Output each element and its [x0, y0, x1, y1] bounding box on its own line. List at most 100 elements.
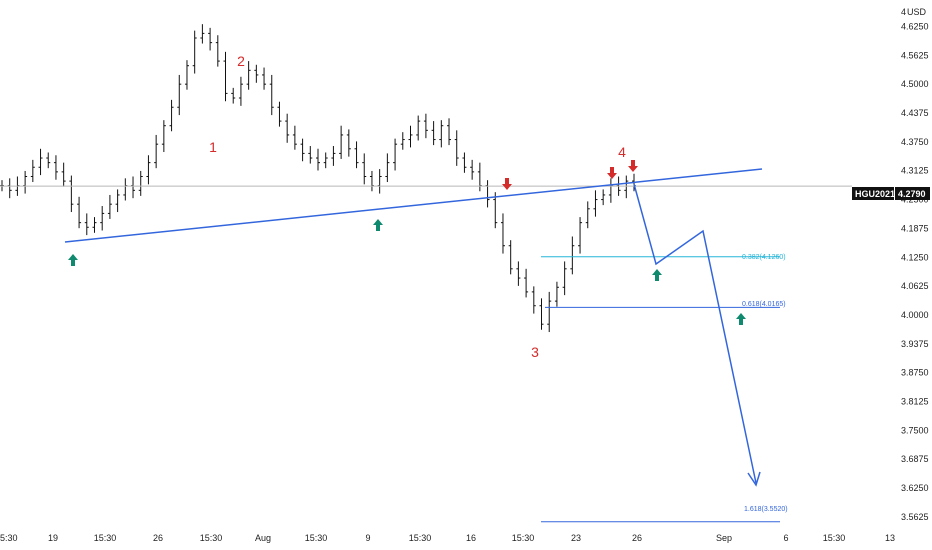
wave-label-3: 3: [531, 344, 539, 360]
price-tag: HGU2021 4.2790: [852, 187, 930, 200]
candle: [400, 132, 405, 150]
y-tick-label: 3.5625: [901, 512, 929, 522]
candle: [223, 51, 228, 102]
x-tick-label: 26: [153, 533, 163, 543]
candle: [231, 87, 236, 104]
projection-arrowhead: [747, 471, 761, 487]
overlays: [0, 160, 852, 523]
candle: [339, 125, 344, 159]
candle: [593, 190, 598, 217]
x-tick-label: 15:30: [512, 533, 535, 543]
candle: [323, 152, 328, 169]
x-tick-label: Sep: [716, 533, 732, 543]
candle: [369, 170, 374, 192]
x-tick-label: 16: [466, 533, 476, 543]
candle: [154, 134, 159, 169]
candle: [423, 113, 428, 139]
candle: [138, 170, 143, 196]
candle: [601, 189, 606, 206]
candle: [238, 76, 243, 106]
candle: [107, 194, 112, 219]
candle: [624, 175, 629, 199]
x-tick-label: 23: [571, 533, 581, 543]
y-tick-label: 4.6250: [901, 21, 929, 31]
candle: [30, 159, 35, 183]
y-tick-label: 4.1250: [901, 252, 929, 262]
x-tick-label: 15:30: [409, 533, 432, 543]
candle: [177, 74, 182, 116]
candle: [485, 180, 490, 208]
candle: [77, 196, 82, 229]
candle: [477, 162, 482, 192]
candle: [300, 138, 305, 162]
currency-label: USD: [907, 7, 927, 17]
candle: [161, 120, 166, 153]
candle: [524, 268, 529, 298]
candle: [277, 101, 282, 127]
y-tick-label: 4.5625: [901, 50, 929, 60]
y-tick-label: 4.3125: [901, 166, 929, 176]
x-tick-label: 9: [365, 533, 370, 543]
candle: [208, 27, 213, 51]
arrow-down-icon: [628, 160, 638, 172]
candle: [262, 67, 267, 90]
candle: [308, 146, 313, 164]
candle: [7, 178, 12, 199]
candle: [385, 153, 390, 183]
x-tick-label: 15:30: [94, 533, 117, 543]
candle: [131, 176, 136, 199]
arrow-up-icon: [736, 313, 746, 325]
candle: [354, 141, 359, 169]
candle: [570, 236, 575, 275]
candle: [362, 153, 367, 185]
candle: [285, 113, 290, 143]
candle: [516, 261, 521, 286]
candle: [69, 175, 74, 213]
last-price-label: 4.2790: [898, 189, 926, 199]
candle: [53, 155, 58, 180]
candle: [254, 64, 259, 83]
candle: [146, 155, 151, 185]
candle: [562, 261, 567, 296]
candle: [454, 130, 459, 166]
candle: [38, 148, 43, 176]
candle: [331, 146, 336, 166]
y-tick-label: 4.1875: [901, 223, 929, 233]
fib-label-0618: 0.618(4.0165): [742, 301, 786, 308]
candle: [215, 35, 220, 67]
y-tick-label: 3.8125: [901, 397, 929, 407]
candle: [23, 170, 28, 194]
candle: [493, 192, 498, 229]
candle: [539, 298, 544, 330]
y-tick-label: 4.3750: [901, 137, 929, 147]
candle: [100, 206, 105, 231]
candle: [269, 74, 274, 116]
y-tick-label: 4.5000: [901, 79, 929, 89]
wave-label-2: 2: [237, 53, 245, 69]
candle: [416, 115, 421, 141]
x-axis[interactable]: 5:30 19 15:30 26 15:30 Aug 15:30 9 15:30 16 15:30 2…: [0, 533, 895, 543]
x-tick-label: 15:30: [200, 533, 223, 543]
arrow-up-icon: [373, 219, 383, 231]
candle: [470, 159, 475, 180]
candle: [246, 61, 251, 90]
candle: [61, 162, 66, 187]
candle: [508, 240, 513, 275]
arrow-up-icon: [652, 269, 662, 281]
candle: [431, 121, 436, 146]
candle: [192, 30, 197, 74]
arrow-down-icon: [607, 167, 617, 179]
y-axis[interactable]: 4.62504.56254.50004.43754.37504.31254.25…: [901, 21, 929, 521]
x-tick-label: 5:30: [0, 533, 18, 543]
candle: [408, 125, 413, 148]
candle: [92, 217, 97, 233]
candle: [377, 169, 382, 194]
x-tick-label: 13: [885, 533, 895, 543]
y-tick-label: 4.0000: [901, 310, 929, 320]
x-tick-label: 19: [48, 533, 58, 543]
y-tick-label: 3.8750: [901, 368, 929, 378]
x-tick-label: 15:30: [823, 533, 846, 543]
candle: [292, 125, 297, 150]
y-tick-label: 4.4375: [901, 108, 929, 118]
